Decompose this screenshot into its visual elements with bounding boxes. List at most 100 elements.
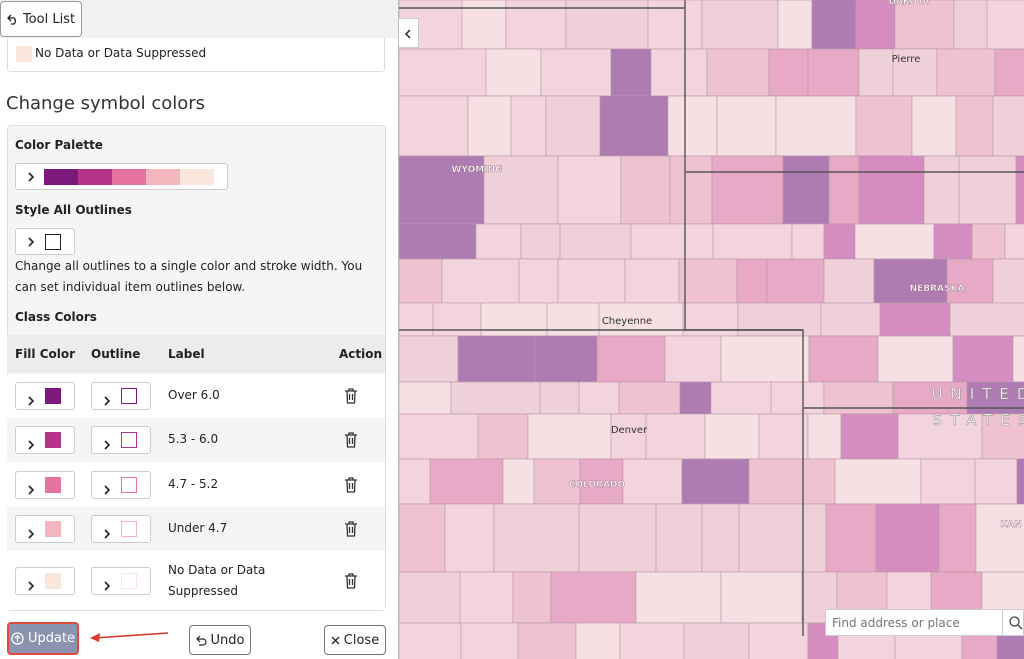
county <box>894 0 955 50</box>
county <box>678 258 738 304</box>
map-label: Pierre <box>892 54 921 65</box>
outline-swatch <box>121 388 137 404</box>
delete-button[interactable] <box>344 572 358 589</box>
column-header: Action <box>339 347 383 361</box>
legend-box: No Data or Data Suppressed <box>7 38 385 72</box>
table-header: Fill Color Outline Label Action <box>7 335 385 373</box>
chevron <box>28 580 35 591</box>
county <box>949 302 1024 337</box>
county <box>622 458 683 505</box>
annotation-arrow <box>90 632 169 642</box>
county <box>399 223 477 260</box>
county <box>667 95 718 157</box>
county <box>579 458 624 505</box>
county <box>510 95 547 157</box>
outline-picker[interactable] <box>91 515 151 543</box>
county <box>664 335 722 383</box>
fill-swatch <box>45 432 61 448</box>
fill-picker[interactable] <box>15 382 75 410</box>
map-label: WYOMING <box>452 165 503 175</box>
county <box>716 95 777 157</box>
trash-icon <box>345 476 357 493</box>
chevron-path <box>28 440 35 450</box>
outline-picker[interactable] <box>91 382 151 410</box>
trash-icon <box>345 572 357 589</box>
county <box>955 95 994 157</box>
class-label: Over 6.0 <box>168 388 220 402</box>
trash-icon <box>345 521 357 537</box>
county <box>399 571 461 624</box>
county <box>858 155 925 225</box>
county <box>758 413 809 460</box>
chevron <box>404 29 411 39</box>
county <box>748 458 836 505</box>
chevron-path <box>104 580 111 591</box>
fill-swatch <box>45 476 61 493</box>
county <box>879 302 951 337</box>
class-row: 4.7 - 5.2 <box>7 462 385 507</box>
county <box>630 223 714 260</box>
county <box>811 0 857 50</box>
county <box>645 413 706 460</box>
class-label: No Data or Data Suppressed <box>168 562 266 598</box>
county <box>855 95 913 157</box>
county <box>825 503 877 573</box>
chevron <box>104 580 111 591</box>
county <box>432 302 482 337</box>
delete-button[interactable] <box>344 521 358 537</box>
map-label: DAKOTA <box>888 0 929 7</box>
county <box>619 622 685 659</box>
county <box>720 571 803 624</box>
county <box>517 622 577 659</box>
outline-swatch <box>121 572 137 589</box>
outline-swatch <box>121 521 137 537</box>
outline-picker[interactable] <box>91 566 151 595</box>
county <box>920 458 976 505</box>
county <box>911 95 957 157</box>
county <box>897 413 983 460</box>
county <box>720 335 810 383</box>
fill-picker[interactable] <box>15 566 75 595</box>
close-button[interactable]: Close <box>324 625 386 655</box>
search-box[interactable]: Find address or place <box>825 609 1024 636</box>
county <box>399 413 479 460</box>
delete-button[interactable] <box>344 432 358 448</box>
county <box>475 223 522 260</box>
county <box>823 258 875 304</box>
outline-picker[interactable] <box>91 426 151 454</box>
fill-picker[interactable] <box>15 426 75 454</box>
delete-button[interactable] <box>344 476 358 493</box>
county <box>399 258 443 304</box>
county <box>480 302 548 337</box>
county <box>823 381 894 415</box>
chevron <box>104 529 111 539</box>
outline-picker[interactable] <box>15 228 75 255</box>
fill-picker[interactable] <box>15 515 75 543</box>
palette-color <box>180 169 214 185</box>
county <box>840 413 899 460</box>
map-label: KAN <box>1000 520 1021 530</box>
county <box>520 223 561 260</box>
palette-picker[interactable] <box>15 163 228 190</box>
county <box>624 258 680 304</box>
palette-bar <box>44 169 214 185</box>
upload-icon <box>11 632 24 645</box>
collapse-button[interactable] <box>399 18 419 48</box>
fill-picker[interactable] <box>15 470 75 499</box>
county <box>855 0 896 50</box>
update-button[interactable]: Update <box>7 622 79 655</box>
undo-button[interactable]: Undo <box>189 625 251 655</box>
chevron <box>28 440 35 450</box>
palette-color <box>112 169 146 185</box>
undo-icon <box>195 635 207 646</box>
update-label: Update <box>27 631 76 646</box>
delete-button[interactable] <box>344 388 358 404</box>
county <box>539 381 580 415</box>
county <box>546 302 600 337</box>
outline-picker[interactable] <box>91 470 151 499</box>
county <box>575 622 621 659</box>
back-button[interactable]: Tool List <box>0 1 82 37</box>
palette-label: Color Palette <box>15 138 103 152</box>
county <box>650 48 708 97</box>
county <box>775 95 857 157</box>
